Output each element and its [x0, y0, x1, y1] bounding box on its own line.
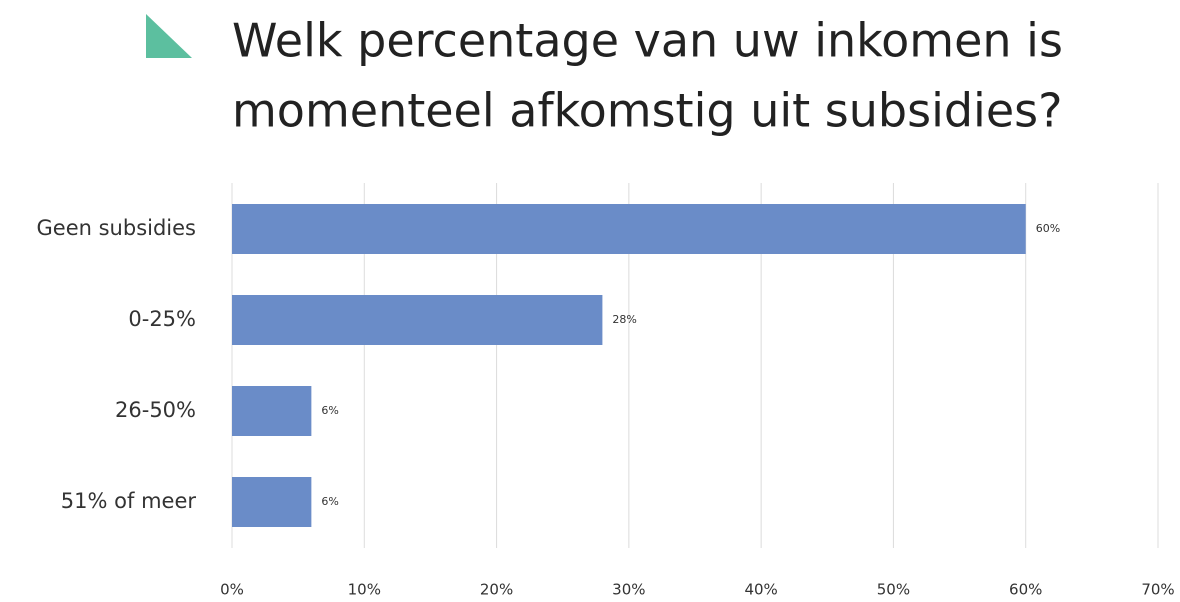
chart-title: momenteel afkomstig uit subsidies? [232, 84, 1063, 138]
value-label: 28% [612, 313, 636, 326]
y-tick-label: 26-50% [115, 398, 196, 422]
bar [232, 295, 603, 345]
x-tick-label: 20% [480, 581, 513, 599]
value-label: 60% [1036, 222, 1060, 235]
value-label: 6% [321, 495, 338, 508]
x-tick-label: 40% [744, 581, 777, 599]
chart-title: Welk percentage van uw inkomen is [232, 14, 1063, 68]
value-label: 6% [321, 404, 338, 417]
y-tick-label: Geen subsidies [37, 216, 196, 240]
bar [232, 204, 1026, 254]
x-tick-label: 70% [1141, 581, 1174, 599]
bar [232, 477, 312, 527]
y-tick-label: 51% of meer [61, 489, 197, 513]
x-tick-label: 10% [348, 581, 381, 599]
x-tick-label: 30% [612, 581, 645, 599]
bar [232, 386, 312, 436]
x-tick-label: 60% [1009, 581, 1042, 599]
x-tick-label: 50% [877, 581, 910, 599]
x-tick-label: 0% [220, 581, 244, 599]
title-icon [146, 14, 192, 58]
y-tick-label: 0-25% [128, 307, 196, 331]
